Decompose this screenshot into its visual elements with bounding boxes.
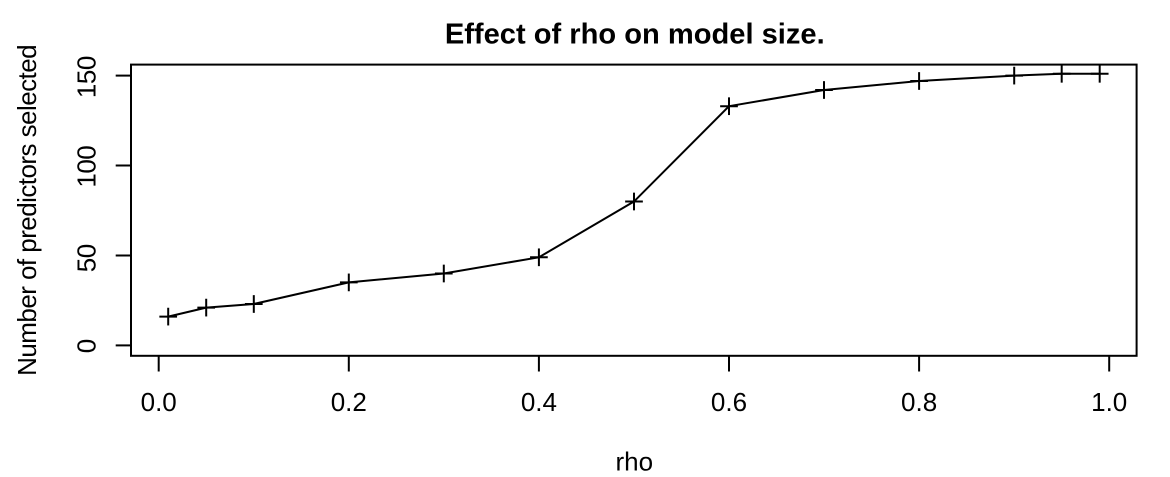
svg-text:1.0: 1.0 [1091, 387, 1127, 417]
svg-text:Effect of rho on model size.: Effect of rho on model size. [445, 19, 825, 51]
svg-text:Number of predictors selected: Number of predictors selected [12, 45, 42, 376]
svg-text:100: 100 [71, 146, 101, 188]
svg-text:rho: rho [616, 447, 654, 477]
svg-text:50: 50 [71, 244, 101, 272]
svg-text:0.0: 0.0 [141, 387, 177, 417]
svg-text:0: 0 [71, 339, 101, 353]
svg-text:0.8: 0.8 [901, 387, 937, 417]
svg-text:0.2: 0.2 [331, 387, 367, 417]
svg-text:0.4: 0.4 [521, 387, 557, 417]
svg-text:0.6: 0.6 [711, 387, 747, 417]
svg-text:150: 150 [71, 56, 101, 98]
